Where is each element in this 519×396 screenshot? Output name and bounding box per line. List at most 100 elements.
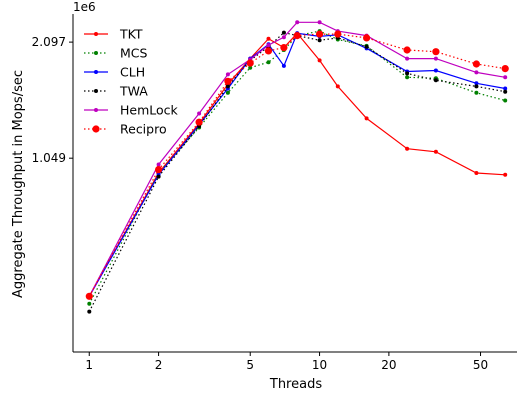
data-point-hemlock xyxy=(433,56,438,61)
series-tkt xyxy=(87,31,508,299)
legend-item-twa: TWA xyxy=(84,84,148,99)
y-tick-label: 1.049 xyxy=(32,151,66,165)
x-tick-label: 2 xyxy=(155,358,163,372)
legend-item-mcs: MCS xyxy=(84,46,148,61)
series-hemlock xyxy=(87,20,508,299)
data-point-twa xyxy=(474,84,479,89)
data-point-recipro xyxy=(246,59,254,67)
data-point-recipro xyxy=(293,31,301,40)
data-point-hemlock xyxy=(266,43,271,48)
axes: 1 2 5 10 20 50 1.049 2.097 xyxy=(32,14,517,372)
legend-marker-twa xyxy=(94,89,98,93)
data-point-clh xyxy=(281,63,286,68)
data-point-twa xyxy=(87,309,92,314)
data-point-hemlock xyxy=(156,162,161,167)
y-offset-label: 1e6 xyxy=(73,0,96,14)
legend-marker-hemlock xyxy=(94,108,98,112)
legend-marker-tkt xyxy=(94,32,98,36)
data-point-recipro xyxy=(224,77,232,85)
data-point-hemlock xyxy=(317,20,322,25)
x-tick-label: 50 xyxy=(473,358,488,372)
series-recipro xyxy=(85,30,509,300)
data-point-hemlock xyxy=(281,35,286,40)
data-point-mcs xyxy=(266,60,271,65)
data-point-hemlock xyxy=(474,70,479,75)
data-point-recipro xyxy=(363,34,371,42)
legend: TKT MCS CLH TWA HemLock Recipro xyxy=(84,27,179,137)
series-line-twa xyxy=(88,31,506,312)
data-point-recipro xyxy=(85,292,93,300)
data-point-tkt xyxy=(335,84,340,89)
data-point-twa xyxy=(317,38,322,43)
legend-label-twa: TWA xyxy=(119,84,148,99)
legend-marker-mcs xyxy=(94,51,98,55)
series-line-clh xyxy=(88,32,506,297)
y-axis-title: Aggregate Throughput in Mops/sec xyxy=(11,70,26,298)
legend-item-hemlock: HemLock xyxy=(84,103,179,118)
x-tick-label: 10 xyxy=(312,358,327,372)
data-point-mcs xyxy=(87,301,92,306)
plot-area xyxy=(85,20,509,314)
data-point-twa xyxy=(156,174,161,179)
data-point-clh xyxy=(503,86,508,91)
data-point-twa xyxy=(281,30,286,35)
legend-marker-clh xyxy=(94,70,98,74)
data-point-twa xyxy=(433,78,438,83)
data-point-clh xyxy=(474,81,479,86)
data-point-clh xyxy=(433,68,438,73)
x-tick-label: 20 xyxy=(381,358,396,372)
series-mcs xyxy=(87,29,508,306)
series-line-hemlock xyxy=(88,21,506,297)
data-point-mcs xyxy=(503,98,508,103)
data-point-twa xyxy=(503,89,508,94)
legend-item-tkt: TKT xyxy=(84,27,143,42)
legend-item-clh: CLH xyxy=(84,65,145,80)
data-point-mcs xyxy=(405,75,410,80)
data-point-tkt xyxy=(433,149,438,154)
x-tick-label: 5 xyxy=(246,358,254,372)
data-point-tkt xyxy=(266,36,271,41)
legend-label-tkt: TKT xyxy=(119,27,143,42)
data-point-twa xyxy=(364,44,369,49)
legend-label-mcs: MCS xyxy=(120,46,148,61)
legend-label-clh: CLH xyxy=(120,65,145,80)
legend-marker-recipro xyxy=(92,125,100,133)
data-point-twa xyxy=(225,84,230,89)
data-point-recipro xyxy=(316,30,324,38)
data-point-tkt xyxy=(474,171,479,175)
data-point-recipro xyxy=(195,118,203,126)
data-point-mcs xyxy=(474,90,479,95)
data-point-hemlock xyxy=(197,111,202,116)
data-point-twa xyxy=(405,71,410,76)
data-point-mcs xyxy=(225,90,230,95)
data-point-recipro xyxy=(264,47,273,55)
data-point-recipro xyxy=(280,44,288,52)
y-tick-label: 2.097 xyxy=(32,35,66,49)
y-axis-ticks: 1.049 2.097 xyxy=(32,35,73,165)
series-line-mcs xyxy=(88,30,506,305)
legend-label-recipro: Recipro xyxy=(120,122,167,137)
data-point-hemlock xyxy=(405,56,410,61)
x-axis-title: Threads xyxy=(269,377,322,392)
data-point-hemlock xyxy=(503,75,508,80)
data-point-hemlock xyxy=(295,20,300,25)
data-point-recipro xyxy=(155,166,163,174)
legend-item-recipro: Recipro xyxy=(84,122,167,137)
series-line-recipro xyxy=(88,33,506,297)
data-point-tkt xyxy=(405,146,410,151)
data-point-mcs xyxy=(248,65,253,70)
data-point-tkt xyxy=(364,116,369,121)
data-point-tkt xyxy=(503,172,508,177)
series-clh xyxy=(87,31,508,299)
data-point-recipro xyxy=(334,30,342,38)
x-axis-ticks: 1 2 5 10 20 50 xyxy=(85,352,488,372)
legend-label-hemlock: HemLock xyxy=(120,103,179,118)
data-point-tkt xyxy=(317,58,322,63)
data-point-recipro xyxy=(501,65,509,73)
data-point-hemlock xyxy=(225,72,230,77)
data-point-recipro xyxy=(472,60,480,68)
data-point-recipro xyxy=(432,48,440,56)
x-tick-label: 1 xyxy=(85,358,93,372)
data-point-recipro xyxy=(403,46,411,54)
